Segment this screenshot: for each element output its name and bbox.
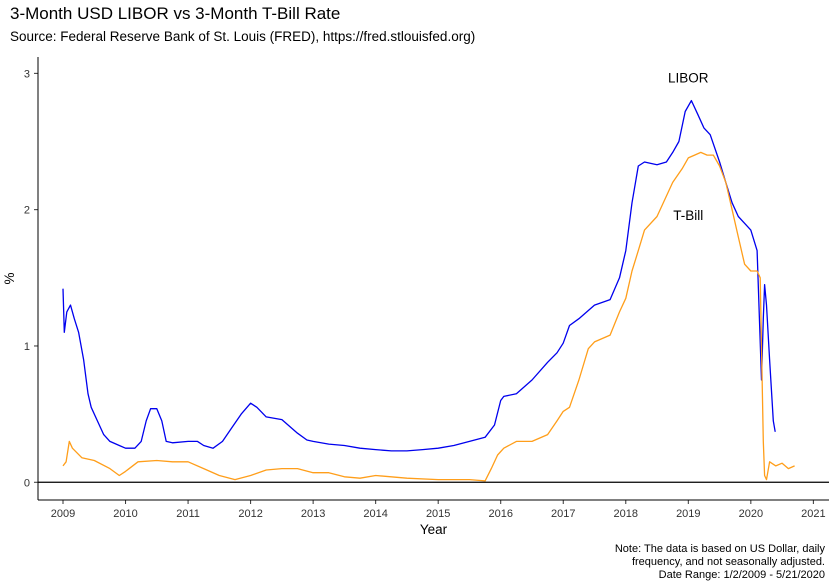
x-tick-label: 2012 [238, 508, 262, 520]
chart-title: 3-Month USD LIBOR vs 3-Month T-Bill Rate [10, 4, 341, 23]
x-tick-label: 2020 [739, 508, 763, 520]
y-tick-label: 0 [24, 477, 30, 489]
x-tick-label: 2019 [676, 508, 700, 520]
x-tick-label: 2021 [801, 508, 825, 520]
series-line-libor [62, 99, 776, 452]
y-axis-ticks: 0 1 2 3 [24, 68, 38, 489]
chart-subtitle: Source: Federal Reserve Bank of St. Loui… [10, 29, 476, 44]
x-tick-label: 2017 [551, 508, 575, 520]
series-lines [62, 99, 795, 482]
y-axis-label: % [2, 272, 17, 284]
series-line-t-bill [62, 151, 795, 482]
x-tick-label: 2009 [51, 508, 75, 520]
y-tick-label: 1 [24, 341, 30, 353]
x-tick-label: 2015 [426, 508, 450, 520]
x-tick-label: 2018 [614, 508, 638, 520]
x-tick-label: 2016 [488, 508, 512, 520]
note-line-3: Date Range: 1/2/2009 - 5/21/2020 [658, 569, 825, 581]
annotation-t-bill: T-Bill [673, 208, 703, 223]
x-tick-label: 2011 [176, 508, 200, 520]
y-tick-label: 2 [24, 205, 30, 217]
x-tick-label: 2013 [301, 508, 325, 520]
note-line-2: frequency, and not seasonally adjusted. [631, 556, 825, 568]
x-tick-label: 2010 [113, 508, 137, 520]
series-annotations: LIBOR T-Bill [668, 70, 709, 223]
x-axis-label: Year [420, 522, 448, 537]
chart-note: Note: The data is based on US Dollar, da… [615, 543, 825, 582]
note-line-1: Note: The data is based on US Dollar, da… [614, 543, 825, 555]
x-tick-label: 2014 [363, 508, 387, 520]
annotation-libor: LIBOR [668, 70, 709, 85]
x-axis-ticks: 2009 2010 2011 2012 2013 2014 2015 2016 2017 2018… [51, 500, 826, 520]
y-tick-label: 3 [24, 68, 30, 80]
